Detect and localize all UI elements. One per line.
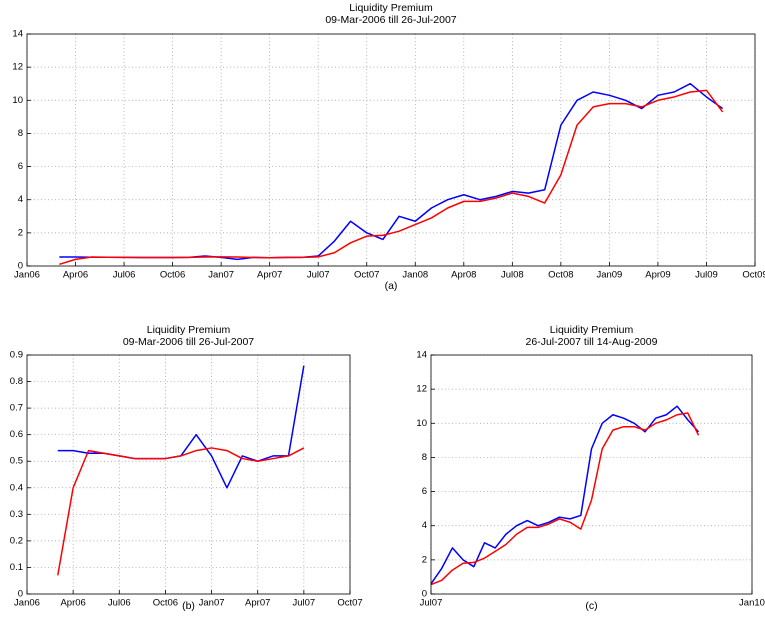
x-tick-label: Jul09 (695, 270, 718, 281)
plot-area (27, 355, 350, 594)
x-tick-label: Jul06 (108, 598, 131, 609)
chart-title: Liquidity Premium (550, 324, 634, 336)
caption: (b) (182, 600, 195, 612)
y-tick-label: 12 (12, 62, 23, 73)
y-tick-label: 0 (18, 261, 23, 272)
caption: (c) (585, 600, 597, 612)
data-line (430, 412, 700, 586)
x-tick-label: Jan07 (199, 598, 225, 609)
y-tick-label: 0.4 (10, 482, 23, 493)
x-tick-label: Jul08 (501, 270, 524, 281)
y-tick-label: 6 (18, 161, 23, 172)
x-tick-label: Jul07 (420, 598, 443, 609)
data-line (57, 447, 305, 576)
y-tick-label: 8 (422, 452, 427, 463)
x-tick-label: Oct07 (337, 598, 362, 609)
y-tick-label: 0.6 (10, 429, 23, 440)
plot-area (431, 355, 752, 594)
x-tick-label: Oct06 (153, 598, 178, 609)
data-line (59, 89, 724, 266)
x-tick-label: Apr07 (245, 598, 270, 609)
y-tick-label: 0 (422, 589, 427, 600)
chart-subtitle: 26-Jul-2007 till 14-Aug-2009 (526, 336, 658, 348)
x-tick-label: Jan06 (14, 270, 40, 281)
y-tick-label: 0.5 (10, 456, 23, 467)
y-tick-label: 4 (18, 194, 23, 205)
chart-title: Liquidity Premium (349, 2, 433, 14)
caption: (a) (385, 280, 398, 292)
y-tick-label: 0.3 (10, 509, 23, 520)
x-tick-label: Jan06 (14, 598, 40, 609)
y-tick-label: 4 (422, 520, 427, 531)
x-tick-label: Jul07 (292, 598, 315, 609)
y-tick-label: 0.7 (10, 403, 23, 414)
x-tick-label: Oct06 (160, 270, 185, 281)
chart-subtitle: 09-Mar-2006 till 26-Jul-2007 (123, 336, 254, 348)
x-tick-label: Apr06 (60, 598, 85, 609)
y-tick-label: 8 (18, 128, 23, 139)
axes-box (430, 354, 753, 595)
axes-box (26, 354, 351, 595)
y-tick-label: 2 (422, 554, 427, 565)
y-tick-label: 0.1 (10, 562, 23, 573)
axes-box (26, 33, 756, 267)
y-tick-label: 0 (18, 589, 23, 600)
y-tick-label: 12 (416, 384, 427, 395)
y-tick-label: 10 (416, 418, 427, 429)
x-tick-label: Apr09 (645, 270, 670, 281)
x-tick-label: Oct07 (354, 270, 379, 281)
x-tick-label: Jan08 (402, 270, 428, 281)
y-tick-label: 2 (18, 227, 23, 238)
y-tick-label: 10 (12, 95, 23, 106)
chart-subtitle: 09-Mar-2006 till 26-Jul-2007 (325, 14, 456, 26)
x-tick-label: Oct08 (548, 270, 573, 281)
y-tick-label: 0.2 (10, 535, 23, 546)
data-line (430, 405, 700, 585)
y-tick-label: 6 (422, 486, 427, 497)
x-tick-label: Jan07 (208, 270, 234, 281)
x-tick-label: Jul07 (307, 270, 330, 281)
y-tick-label: 14 (416, 350, 427, 361)
x-tick-label: Jul06 (113, 270, 136, 281)
x-tick-label: Apr06 (63, 270, 88, 281)
x-tick-label: Oct09 (742, 270, 765, 281)
plot-area (27, 34, 755, 266)
x-tick-label: Jan10 (739, 598, 765, 609)
x-tick-label: Apr07 (257, 270, 282, 281)
y-tick-label: 0.8 (10, 376, 23, 387)
x-tick-label: Apr08 (451, 270, 476, 281)
x-tick-label: Jan09 (596, 270, 622, 281)
y-tick-label: 0.9 (10, 350, 23, 361)
y-tick-label: 14 (12, 29, 23, 40)
chart-title: Liquidity Premium (147, 324, 231, 336)
